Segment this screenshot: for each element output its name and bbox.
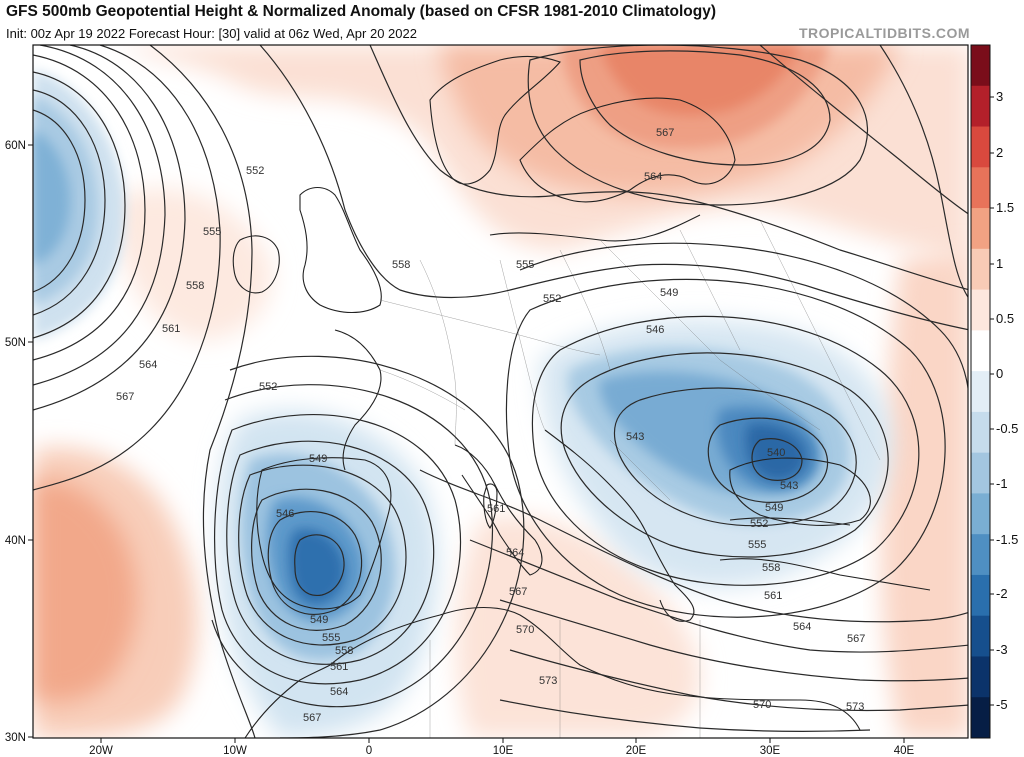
- contour-label: 561: [764, 590, 782, 602]
- contour-label: 564: [139, 359, 157, 371]
- colorbar-swatch: [971, 411, 990, 454]
- latitude-label: 60N: [5, 140, 26, 152]
- anomaly-shading: [33, 45, 968, 738]
- colorbar-swatch: [971, 45, 990, 87]
- height-contours: [33, 45, 968, 738]
- contour-label: 567: [656, 127, 674, 139]
- colorbar-ticks: 3 2 1.5 1 0.5 0 -0.5 -1 -1.5 -2 -3 -5: [990, 89, 1018, 712]
- contour-label: 552: [259, 381, 277, 393]
- contour-label: 549: [660, 287, 678, 299]
- contour-label: 561: [162, 323, 180, 335]
- longitude-label: 30E: [760, 745, 781, 757]
- colorbar-swatches: [971, 45, 990, 739]
- contour-label: 558: [392, 259, 410, 271]
- latitude-label: 40N: [5, 535, 26, 547]
- longitude-label: 0: [366, 745, 372, 757]
- contour-label: 555: [322, 632, 340, 644]
- colorbar-tick-label: -2: [996, 586, 1008, 601]
- colorbar-tick-label: -3: [996, 642, 1008, 657]
- contour-label: 558: [186, 280, 204, 292]
- contour-label: 570: [753, 699, 771, 711]
- colorbar-swatch: [971, 126, 990, 168]
- contour-label: 570: [516, 624, 534, 636]
- contour-label: 549: [310, 614, 328, 626]
- positive-anomaly-east: [881, 250, 968, 738]
- contour-label: 564: [644, 171, 662, 183]
- chart-subtitle: Init: 00z Apr 19 2022 Forecast Hour: [30…: [6, 26, 417, 41]
- contour-label: 555: [748, 539, 766, 551]
- contour-label: 573: [846, 701, 864, 713]
- colorbar-tick-label: -5: [996, 697, 1008, 712]
- colorbar-swatch: [971, 85, 990, 128]
- colorbar-tick-label: 0.5: [996, 311, 1014, 326]
- colorbar-tick-label: 1: [996, 256, 1003, 271]
- colorbar-swatch: [971, 330, 990, 372]
- colorbar-swatch: [971, 289, 990, 331]
- longitude-label: 40E: [894, 745, 915, 757]
- contour-label: 540: [767, 447, 785, 459]
- contour-label: 552: [543, 293, 561, 305]
- contour-label: 564: [330, 686, 348, 698]
- colorbar-swatch: [971, 697, 990, 739]
- contour-label: 564: [506, 547, 524, 559]
- map-frame: [32, 44, 969, 739]
- contour-label: 549: [309, 453, 327, 465]
- contour-label: 558: [762, 562, 780, 574]
- contour-label: 561: [487, 503, 505, 515]
- chart-title: GFS 500mb Geopotential Height & Normaliz…: [6, 3, 716, 20]
- contour-label: 546: [646, 324, 664, 336]
- colorbar-swatch: [971, 534, 990, 576]
- contour-label: 555: [516, 259, 534, 271]
- longitude-label: 10E: [493, 745, 514, 757]
- colorbar-tick-label: -0.5: [996, 421, 1018, 436]
- contour-label: 552: [246, 165, 264, 177]
- contour-label: 543: [626, 431, 644, 443]
- latitude-label: 30N: [5, 732, 26, 744]
- colorbar-tick-label: 0: [996, 366, 1003, 381]
- longitude-label: 20W: [89, 745, 113, 757]
- positive-anomaly-mediterranean: [456, 516, 700, 738]
- latitude-label: 50N: [5, 337, 26, 349]
- map-plot-area: 552 555 558 561 564 567 552 549 546 549 …: [33, 45, 968, 738]
- colorbar-swatch: [971, 493, 990, 535]
- colorbar-tick-label: -1.5: [996, 532, 1018, 547]
- contour-labels: 552 555 558 561 564 567 552 549 546 549 …: [116, 127, 865, 724]
- colorbar-swatch: [971, 452, 990, 494]
- colorbar-swatch: [971, 371, 990, 413]
- contour-label: 558: [335, 645, 353, 657]
- colorbar-swatch: [971, 574, 990, 617]
- latitude-axis: 60N 50N 40N 30N: [5, 140, 33, 744]
- longitude-label: 20E: [626, 745, 647, 757]
- contour-label: 552: [750, 518, 768, 530]
- contour-label: 546: [276, 508, 294, 520]
- colorbar-swatch: [971, 656, 990, 698]
- contour-label: 564: [793, 621, 811, 633]
- colorbar: 3 2 1.5 1 0.5 0 -0.5 -1 -1.5 -2 -3 -5: [970, 44, 1018, 739]
- contour-label: 567: [303, 712, 321, 724]
- brand-watermark: TROPICALTIDBITS.COM: [798, 25, 970, 41]
- longitude-label: 10W: [223, 745, 247, 757]
- colorbar-swatch: [971, 208, 990, 250]
- colorbar-swatch: [971, 615, 990, 657]
- contour-label: 549: [765, 502, 783, 514]
- colorbar-tick-label: 1.5: [996, 200, 1014, 215]
- colorbar-swatch: [971, 248, 990, 291]
- colorbar-swatch: [971, 167, 990, 209]
- colorbar-tick-label: 2: [996, 145, 1003, 160]
- contour-label: 555: [203, 226, 221, 238]
- colorbar-tick-label: 3: [996, 89, 1003, 104]
- contour-label: 567: [116, 391, 134, 403]
- colorbar-tick-label: -1: [996, 476, 1008, 491]
- contour-label: 567: [509, 586, 527, 598]
- longitude-axis: 20W 10W 0 10E 20E 30E 40E: [89, 738, 915, 757]
- contour-label: 573: [539, 675, 557, 687]
- contour-label: 567: [847, 633, 865, 645]
- contour-label: 543: [780, 480, 798, 492]
- contour-label: 561: [330, 661, 348, 673]
